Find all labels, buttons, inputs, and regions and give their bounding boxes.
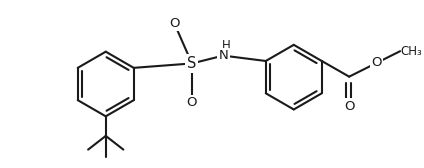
Text: CH₃: CH₃ bbox=[400, 45, 422, 58]
Text: N: N bbox=[218, 49, 228, 62]
Text: O: O bbox=[371, 56, 382, 69]
Text: O: O bbox=[169, 17, 179, 30]
Text: O: O bbox=[344, 99, 354, 113]
Text: O: O bbox=[187, 96, 197, 109]
Text: H: H bbox=[222, 39, 231, 52]
Text: S: S bbox=[187, 56, 197, 71]
